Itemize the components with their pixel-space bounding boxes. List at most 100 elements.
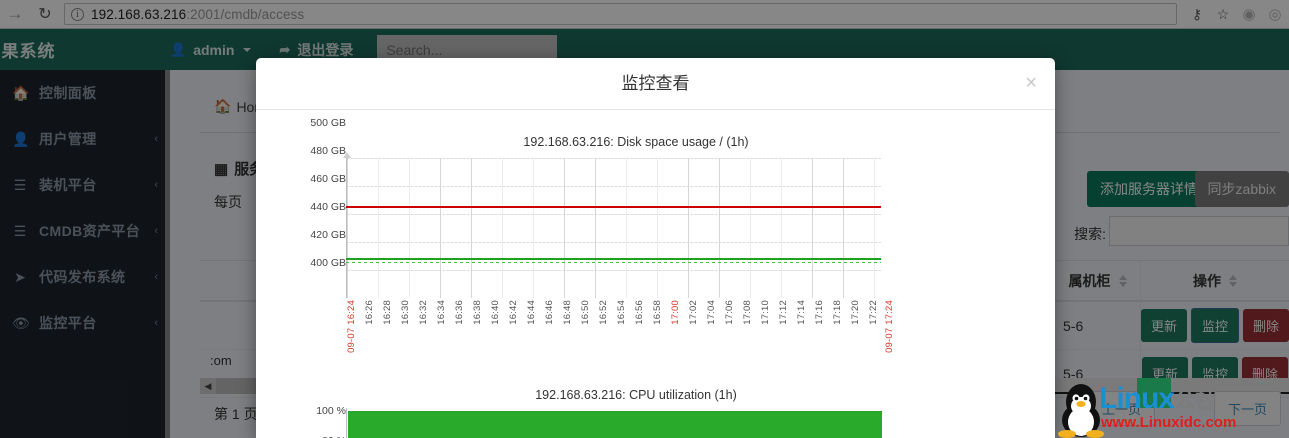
x-tick-label: 17:18 (832, 300, 843, 325)
x-tick-label: 17:00 (670, 300, 681, 325)
nav-logout-label: 退出登录 (297, 41, 354, 58)
x-tick-label: 17:22 (868, 300, 879, 325)
table-icon: ▦ (214, 160, 229, 178)
table-header-label: 操作 (1193, 272, 1221, 289)
series-area-cpu (348, 412, 882, 438)
disk-usage-graph: 192.168.63.216: Disk space usage / (1h) … (256, 110, 1055, 382)
y-tick-label: 440 GB (310, 201, 346, 213)
eye-icon: 👁 (12, 314, 30, 331)
x-tick-label: 17:14 (796, 300, 807, 325)
row-actions: 更新 监控 删除 (1141, 308, 1289, 343)
table-cell-ops: 更新 监控 删除 (1141, 302, 1289, 350)
monitor-button[interactable]: 监控 (1191, 308, 1239, 343)
sidebar-item-label: 代码发布系统 (39, 269, 126, 285)
x-axis-labels: 09-07 16:24 16:26 16:28 16:30 16:32 16:3… (346, 300, 895, 360)
chart-plot-area (346, 408, 882, 438)
sidebar-item-label: 装机平台 (39, 177, 97, 193)
y-tick-label: 420 GB (310, 229, 346, 241)
x-tick-label: 17:12 (778, 300, 789, 325)
x-tick-label: 16:44 (526, 300, 537, 325)
x-tick-label: 16:42 (508, 300, 519, 325)
x-tick-label: 17:08 (742, 300, 753, 325)
sidebar-item-deploy[interactable]: ➤ 代码发布系统 ‹ (0, 254, 170, 300)
y-axis-arrow-icon (343, 152, 351, 158)
sidebar-scrollbar[interactable] (165, 70, 170, 438)
chevron-down-icon (243, 47, 252, 52)
x-tick-label: 16:40 (490, 300, 501, 325)
series-line-free-disk (346, 258, 881, 260)
nav-logout[interactable]: ➦ 退出登录 (265, 29, 367, 70)
star-icon[interactable]: ☆ (1216, 5, 1230, 22)
y-tick-label: 400 GB (310, 257, 346, 269)
delete-button[interactable]: 删除 (1243, 309, 1289, 342)
reload-icon[interactable]: ↻ (38, 6, 52, 23)
chart-plot-area (346, 158, 881, 298)
home-icon: 🏠 (12, 84, 30, 101)
add-server-button[interactable]: 添加服务器详情 (1087, 171, 1211, 207)
table-header-label: 属机柜 (1068, 272, 1111, 289)
x-tick-label: 16:36 (454, 300, 465, 325)
watermark-logo-square (1137, 378, 1171, 408)
server-icon: ☰ (13, 176, 27, 193)
x-tick-label: 17:06 (724, 300, 735, 325)
profile-icon[interactable]: ◉ (1242, 6, 1256, 23)
chevron-left-icon: ‹ (154, 271, 158, 283)
x-tick-label: 16:28 (382, 300, 393, 325)
url-host: 192.168.63.216 (91, 6, 187, 22)
sort-icon (1229, 274, 1237, 287)
sidebar-item-provisioning[interactable]: ☰ 装机平台 ‹ (0, 162, 170, 208)
key-icon[interactable]: ⚷ (1191, 5, 1203, 22)
table-header-cell-rack[interactable]: 属机柜 (1055, 261, 1141, 300)
sidebar-item-cmdb[interactable]: ☰ CMDB资产平台 ‹ (0, 208, 170, 254)
close-icon[interactable]: × (1025, 72, 1037, 94)
site-watermark: Linux公社 www.Linuxidc.com (1041, 378, 1281, 438)
y-tick-label: 480 GB (310, 145, 346, 157)
modal-header: 监控查看 × (256, 58, 1055, 110)
sidebar-item-label: 控制面板 (39, 85, 97, 101)
address-bar[interactable]: i 192.168.63.216:2001/cmdb/access (64, 3, 1177, 25)
search-input[interactable] (1109, 216, 1289, 246)
x-tick-label: 16:38 (472, 300, 483, 325)
forward-arrow-icon[interactable]: → (6, 4, 24, 23)
series-line-total-disk (346, 206, 881, 208)
chevron-left-icon: ‹ (154, 225, 158, 237)
chevron-left-icon: ‹ (154, 179, 158, 191)
browser-tool-icons: ⚷ ☆ ◉ ◎ (1185, 2, 1289, 26)
sidebar: 🏠 控制面板 👤 用户管理 ‹ ☰ 装机平台 ‹ ☰ CMDB资产平台 ‹ ➤ (0, 70, 170, 438)
scroll-left-arrow-icon[interactable]: ◀ (200, 378, 216, 394)
x-tick-label: 17:02 (688, 300, 699, 325)
sidebar-item-monitoring[interactable]: 👁 监控平台 ‹ (0, 300, 170, 346)
x-tick-label: 16:52 (598, 300, 609, 325)
table-cell-rack: 5-6 (1055, 301, 1141, 350)
nav-user-menu[interactable]: 👤 admin (156, 29, 265, 70)
site-info-icon[interactable]: i (71, 7, 84, 21)
sidebar-item-label: CMDB资产平台 (39, 223, 141, 239)
sidebar-item-dashboard[interactable]: 🏠 控制面板 (0, 70, 170, 116)
x-tick-label: 16:34 (436, 300, 447, 325)
search-label: 搜索: (1074, 226, 1106, 242)
series-line-free-disk-dotted (346, 262, 881, 263)
next-page-button[interactable]: 下一页 (1213, 391, 1281, 426)
chart-title: 192.168.63.216: CPU utilization (1h) (535, 388, 737, 402)
x-tick-label: 17:10 (760, 300, 771, 325)
address-bar-url: 192.168.63.216:2001/cmdb/access (91, 7, 304, 22)
x-tick-label: 17:16 (814, 300, 825, 325)
browser-toolbar: → ↻ i 192.168.63.216:2001/cmdb/access ⚷ … (0, 0, 1289, 29)
extension-icon[interactable]: ◎ (1268, 6, 1282, 23)
chart-title: 192.168.63.216: Disk space usage / (1h) (523, 135, 749, 149)
x-tick-label: 16:56 (634, 300, 645, 325)
user-icon: 👤 (12, 130, 30, 147)
x-tick-label: 16:50 (580, 300, 591, 325)
table-cell-rack: 5-6 (1055, 349, 1141, 398)
x-tick-label: 16:32 (418, 300, 429, 325)
update-button[interactable]: 更新 (1141, 309, 1187, 342)
sync-zabbix-button[interactable]: 同步zabbix (1194, 171, 1289, 207)
per-page-label: 每页 (214, 194, 242, 210)
sidebar-item-users[interactable]: 👤 用户管理 ‹ (0, 116, 170, 162)
modal-body: 192.168.63.216: Disk space usage / (1h) … (256, 110, 1055, 438)
penguin-icon (1058, 384, 1104, 438)
table-header-cell-ops[interactable]: 操作 (1141, 261, 1289, 300)
page-info: 第 1 页 (214, 406, 258, 422)
x-tick-label: 17:20 (850, 300, 861, 325)
home-icon: 🏠 (214, 98, 232, 114)
